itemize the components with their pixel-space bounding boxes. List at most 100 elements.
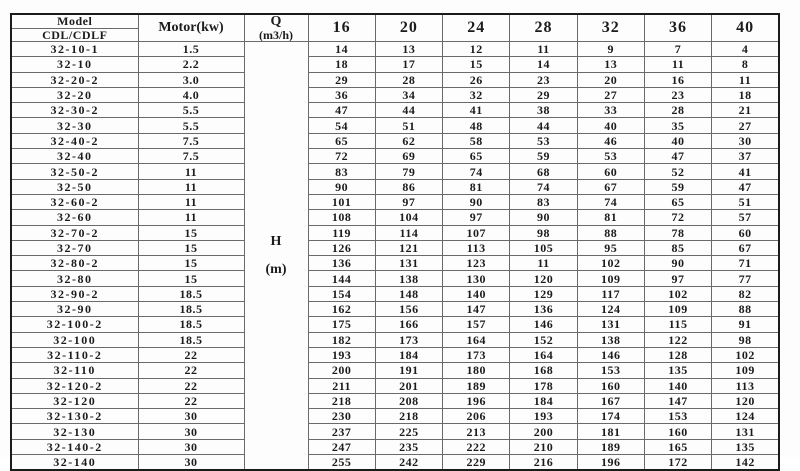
motor-cell: 11: [137, 178, 245, 195]
table-row: 32-30-2 5.5 47 44 41 38 33 28 21: [10, 102, 780, 119]
head-value-cell: 32: [442, 86, 511, 104]
head-value-cell: 164: [509, 346, 578, 364]
head-value-cell: 130: [442, 270, 511, 287]
head-value-cell: 15: [442, 56, 511, 73]
head-value-cell: 97: [442, 209, 511, 226]
head-value-cell: 23: [643, 86, 713, 104]
head-value-cell: 37: [711, 148, 780, 165]
head-value-cell: 77: [711, 270, 780, 287]
head-value-cell: 206: [442, 408, 511, 425]
head-value-cell: 28: [643, 102, 713, 119]
table-row: 32-50 11 90 86 81 74 67 59 47: [10, 178, 780, 195]
head-value-cell: 136: [509, 301, 578, 318]
motor-cell: 22: [137, 346, 245, 364]
head-value-cell: 174: [576, 408, 645, 425]
model-cell: 32-80: [10, 270, 139, 287]
motor-cell: 18.5: [137, 301, 245, 318]
head-value-cell: 113: [442, 239, 511, 257]
page: Model Motor(kw) Q (m3/h) 16 20 24 28 32 …: [10, 13, 780, 471]
motor-cell: 5.5: [137, 102, 245, 119]
table-row: 32-20-2 3.0 29 28 26 23 20 16 11: [10, 71, 780, 88]
motor-column-header: Motor(kw): [137, 13, 245, 42]
model-cell: 32-20-2: [10, 71, 139, 88]
head-value-cell: 14: [509, 56, 578, 73]
head-value-cell: 131: [711, 423, 780, 440]
head-value-cell: 18: [307, 56, 376, 73]
head-value-cell: 193: [307, 346, 376, 364]
head-value-cell: 200: [509, 423, 578, 440]
head-value-cell: 135: [643, 362, 713, 379]
head-value-cell: 11: [711, 71, 780, 88]
head-value-cell: 152: [509, 331, 578, 348]
head-value-cell: 29: [307, 71, 376, 88]
head-value-cell: 47: [643, 148, 713, 165]
motor-cell: 4.0: [137, 86, 245, 104]
head-value-cell: 165: [643, 438, 713, 456]
head-value-cell: 146: [509, 316, 578, 333]
motor-cell: 15: [137, 255, 245, 272]
head-value-cell: 46: [576, 132, 645, 150]
head-value-cell: 23: [509, 71, 578, 88]
head-value-cell: 168: [509, 362, 578, 379]
head-value-cell: 201: [374, 377, 444, 394]
head-value-cell: 74: [576, 193, 645, 211]
head-value-cell: 189: [576, 438, 645, 456]
model-cell: 32-40: [10, 148, 139, 165]
table-row: 32-130-2 30 230 218 206 193 174 153 124: [10, 408, 780, 425]
head-value-cell: 44: [374, 102, 444, 119]
head-value-cell: 79: [374, 163, 444, 180]
head-value-cell: 160: [643, 423, 713, 440]
head-value-cell: 58: [442, 132, 511, 150]
motor-cell: 11: [137, 209, 245, 226]
motor-cell: 2.2: [137, 56, 245, 73]
head-value-cell: 140: [442, 285, 511, 303]
model-cell: 32-20: [10, 86, 139, 104]
head-value-cell: 67: [576, 178, 645, 195]
head-value-cell: 153: [576, 362, 645, 379]
head-unit-cell: H (m): [243, 41, 309, 471]
table-row: 32-110 22 200 191 180 168 153 135 109: [10, 362, 780, 379]
head-value-cell: 7: [643, 40, 713, 58]
table-row: 32-40-2 7.5 65 62 58 53 46 40 30: [10, 132, 780, 150]
head-value-cell: 146: [576, 346, 645, 364]
head-value-cell: 47: [711, 178, 780, 195]
head-value-cell: 59: [643, 178, 713, 195]
head-value-cell: 107: [442, 224, 511, 241]
head-value-cell: 90: [643, 255, 713, 272]
motor-cell: 7.5: [137, 132, 245, 150]
head-value-cell: 98: [509, 224, 578, 241]
head-value-cell: 211: [307, 377, 376, 394]
head-value-cell: 71: [711, 255, 780, 272]
model-cell: 32-40-2: [10, 132, 139, 150]
motor-cell: 22: [137, 392, 245, 410]
head-value-cell: 129: [509, 285, 578, 303]
head-value-cell: 148: [374, 285, 444, 303]
motor-cell: 15: [137, 270, 245, 287]
model-cell: 32-70: [10, 239, 139, 257]
head-value-cell: 154: [307, 285, 376, 303]
head-value-cell: 147: [643, 392, 713, 410]
head-value-cell: 8: [711, 56, 780, 73]
head-value-cell: 83: [509, 193, 578, 211]
motor-cell: 30: [137, 438, 245, 456]
table-body: 32-10-1 1.5 H (m) 14 13 12 11 9 7 4 32-10 2.2 18 17 15 1…: [10, 40, 780, 471]
head-value-cell: 115: [643, 316, 713, 333]
head-value-cell: 29: [509, 86, 578, 104]
head-value-cell: 166: [374, 316, 444, 333]
head-value-cell: 173: [442, 346, 511, 364]
head-value-cell: 101: [307, 193, 376, 211]
flow-column-40: 40: [711, 13, 780, 42]
head-value-cell: 86: [374, 178, 444, 195]
head-value-cell: 109: [711, 362, 780, 379]
head-symbol-label: H: [270, 233, 282, 249]
head-value-cell: 225: [374, 423, 444, 440]
head-value-cell: 28: [374, 71, 444, 88]
motor-cell: 30: [137, 408, 245, 425]
head-value-cell: 35: [643, 117, 713, 134]
head-value-cell: 200: [307, 362, 376, 379]
head-value-cell: 67: [711, 239, 780, 257]
head-value-cell: 98: [711, 331, 780, 348]
head-value-cell: 164: [442, 331, 511, 348]
head-value-cell: 48: [442, 117, 511, 134]
head-value-cell: 117: [576, 285, 645, 303]
